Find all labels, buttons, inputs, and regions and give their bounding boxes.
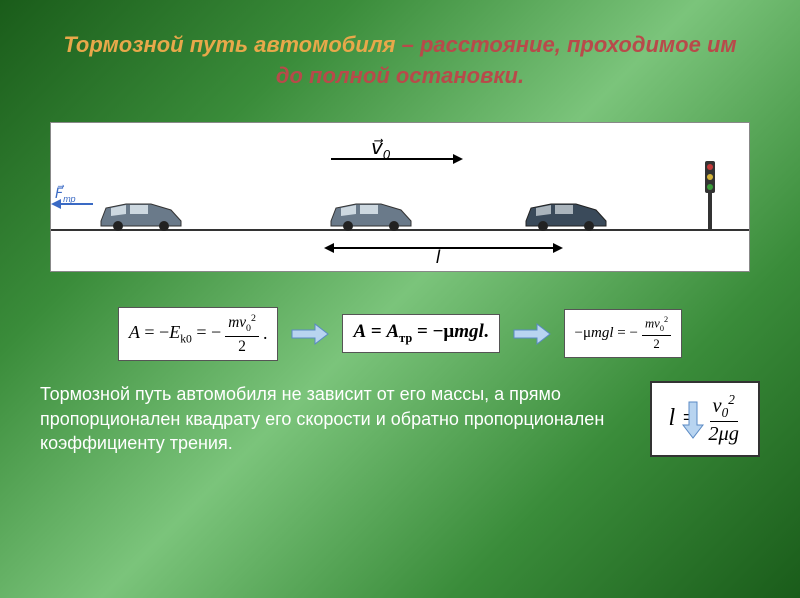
formula-kinetic-energy: A = −Ek0 = − mv022. xyxy=(118,307,279,361)
car-1 xyxy=(96,196,186,231)
bottom-row: Тормозной путь автомобиля не зависит от … xyxy=(0,371,800,467)
arrow-right-icon xyxy=(512,322,552,346)
formula-row: A = −Ek0 = − mv022. A = Aтр = −μmgl. −μm… xyxy=(0,292,800,371)
formula-final: l = v022μg xyxy=(650,381,760,457)
arrow-right-icon xyxy=(290,322,330,346)
friction-force-arrow xyxy=(53,203,93,205)
distance-arrow xyxy=(326,247,561,249)
formula-equation: −μmgl = − mv022 xyxy=(564,309,683,358)
title-highlight: Тормозной путь автомобиля xyxy=(63,32,395,57)
car-3 xyxy=(521,196,611,231)
braking-diagram: v⃗0 F⃗тр l xyxy=(50,122,750,272)
distance-label: l xyxy=(436,247,440,268)
velocity-arrow xyxy=(331,158,461,160)
formula-friction-work: A = Aтр = −μmgl. xyxy=(342,314,499,353)
car-2 xyxy=(326,196,416,231)
explanation-text: Тормозной путь автомобиля не зависит от … xyxy=(40,382,620,455)
slide-title: Тормозной путь автомобиля – расстояние, … xyxy=(0,0,800,112)
traffic-light-icon xyxy=(701,161,719,231)
arrow-down-icon xyxy=(681,400,705,440)
